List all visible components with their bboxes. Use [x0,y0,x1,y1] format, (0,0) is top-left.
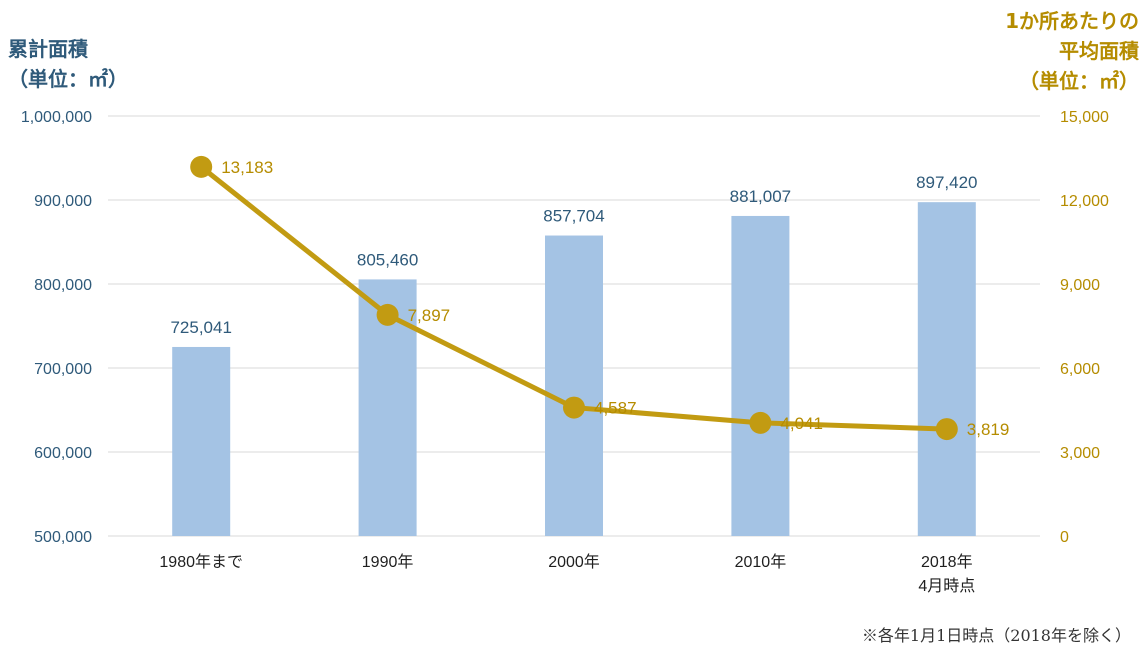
category-label: 2010年 [735,553,787,571]
left-axis-tick-label: 800,000 [34,277,92,294]
bar [917,202,976,536]
line-point [749,411,772,434]
left-axis-tick-label: 600,000 [34,445,92,462]
bar [731,215,790,537]
bar [172,346,231,536]
right-axis-tick-label: 6,000 [1060,361,1100,378]
line-point [190,155,213,178]
category-label: 4月時点 [918,577,975,595]
line-data-label: 7,897 [408,306,451,325]
line-data-label: 3,819 [967,420,1010,439]
right-axis-tick-label: 9,000 [1060,277,1100,294]
left-axis-tick-label: 900,000 [34,193,92,210]
footnote: ※各年1月1日時点（2018年を除く） [861,626,1131,645]
right-axis-tick-label: 15,000 [1060,109,1109,126]
right-axis-tick-label: 3,000 [1060,445,1100,462]
category-label: 2000年 [548,553,600,571]
line-data-label: 4,587 [594,399,637,418]
bar-data-label: 897,420 [916,173,977,192]
line-data-label: 4,041 [780,414,823,433]
right-axis-tick-label: 0 [1060,529,1069,546]
bar-data-label: 881,007 [730,187,791,206]
line-point [376,303,399,326]
line-point [563,396,585,419]
right-axis-tick-label: 12,000 [1060,193,1109,210]
bar-data-label: 857,704 [543,207,604,226]
category-label: 1990年 [362,553,414,571]
left-axis-title: 累計面積 （単位：㎡） [8,37,128,91]
bar [545,235,603,537]
bar-data-label: 805,460 [357,250,418,269]
left-axis-tick-label: 1,000,000 [21,109,92,126]
category-label: 1980年まで [159,553,243,571]
line-point [935,418,958,441]
right-axis-title: 1か所あたりの 平均面積 （単位：㎡） [1005,9,1139,93]
bar-data-label: 725,041 [170,318,231,337]
left-axis-tick-label: 500,000 [34,529,92,546]
left-axis-tick-label: 700,000 [34,361,92,378]
line-data-label: 13,183 [221,158,273,177]
category-label: 2018年 [921,553,973,571]
